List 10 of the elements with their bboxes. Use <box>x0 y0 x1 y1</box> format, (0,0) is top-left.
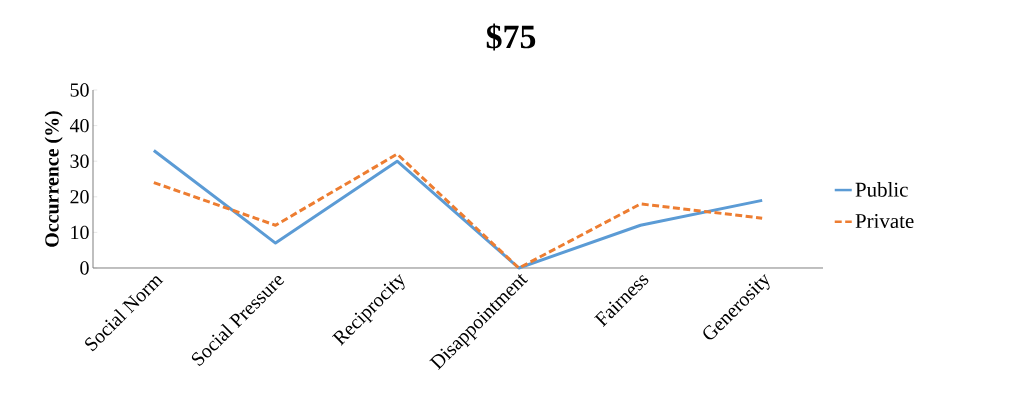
y-tick-label: 20 <box>70 190 89 204</box>
y-tick-label: 50 <box>70 83 89 97</box>
y-tick-label: 40 <box>69 118 89 133</box>
y-tick-label: 30 <box>70 154 89 168</box>
y-axis-title: Occurrence (%) <box>44 111 63 247</box>
y-tick-label: 0 <box>80 261 89 275</box>
chart-title: $75 <box>486 23 536 51</box>
legend-label: Private <box>855 213 914 229</box>
legend-label: Public <box>855 182 908 197</box>
y-tick-label: 10 <box>71 225 89 240</box>
